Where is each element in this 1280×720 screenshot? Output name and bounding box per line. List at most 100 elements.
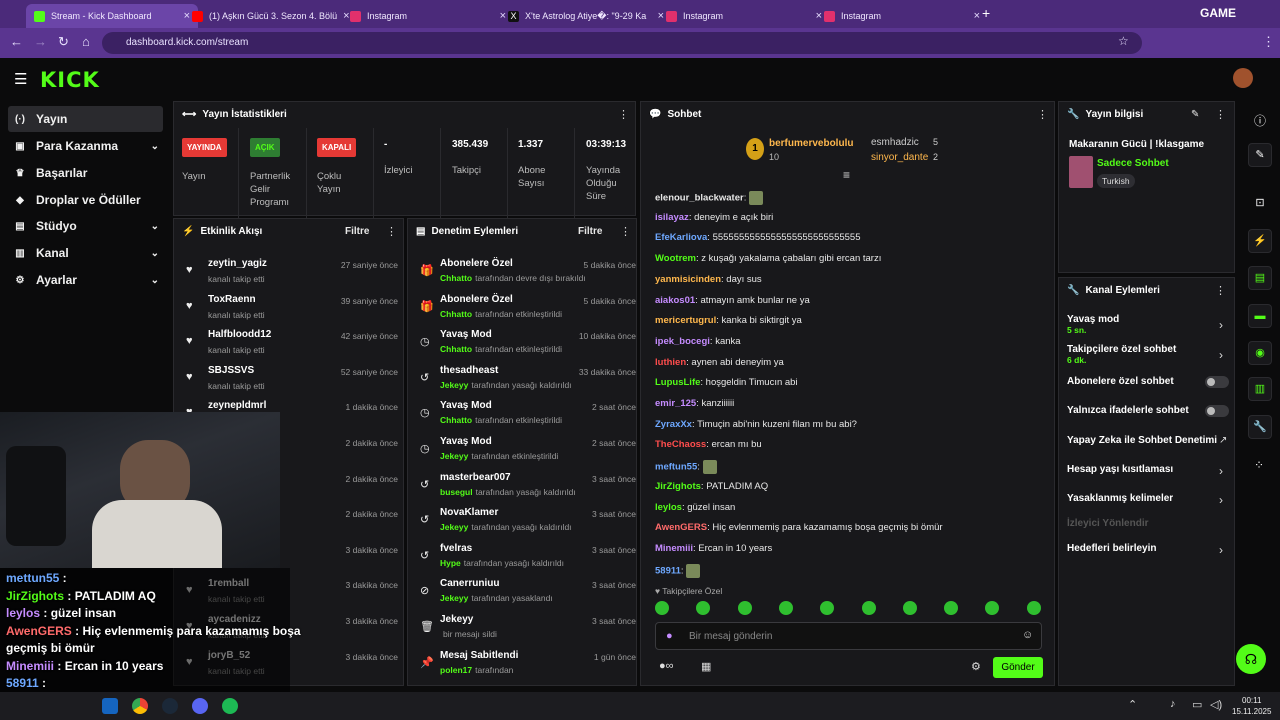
chat-username[interactable]: isilayaz [655, 211, 689, 223]
moderator-name[interactable]: Hype [440, 557, 461, 568]
chat-input[interactable]: ● Bir mesaj gönderin ☺ [655, 622, 1042, 650]
chat-username[interactable]: ipek_bocegi [655, 335, 710, 347]
nav-basarilar[interactable]: ♛ Başarılar [8, 160, 163, 186]
moderation-row[interactable]: ↺ masterbear007 busegul tarafından yasağı k… [416, 468, 636, 502]
tab-instagram-3[interactable]: Instagram × [816, 4, 988, 28]
channel-action-item[interactable]: Yasaklanmış kelimeler [1067, 493, 1227, 504]
chat-username[interactable]: LupusLife [655, 377, 701, 389]
moderator-name[interactable]: Jekeyy [440, 451, 469, 461]
close-tab-icon[interactable]: × [815, 10, 822, 22]
emote-icon[interactable] [696, 601, 711, 615]
url-field[interactable]: dashboard.kick.com/stream [102, 32, 1142, 54]
channel-action-item[interactable]: Hedefleri belirleyin [1067, 543, 1227, 554]
microphone-icon[interactable]: ● [666, 630, 673, 642]
chat-username[interactable]: 58911 [655, 565, 681, 577]
chat-username[interactable]: elenour_blackwater [655, 192, 744, 204]
moderator-name[interactable]: Jekeyy [440, 522, 469, 533]
activity-row[interactable]: ♥ SBJSSVS kanalı takip etti 52 saniye önce [182, 361, 400, 395]
store-icon[interactable]: ▦ [701, 661, 712, 673]
add-widget-icon[interactable]: ⁘ [1254, 458, 1265, 472]
moderator-name[interactable]: polen17 [440, 664, 473, 675]
channel-action-item[interactable]: Yalnızca ifadelerle sohbet [1067, 405, 1227, 416]
mic-tray-icon[interactable]: ♪ [1170, 698, 1176, 710]
chrome-icon[interactable] [132, 698, 148, 714]
emote-icon[interactable] [778, 601, 793, 615]
more-options-icon[interactable]: ⋮ [1215, 285, 1226, 297]
moderation-filter-button[interactable]: Filtre [578, 226, 603, 237]
nav-ayarlar[interactable]: ⚙ Ayarlar ⌄ [8, 267, 163, 293]
activity-row[interactable]: ♥ zeytin_yagiz kanalı takip etti 27 saniye … [182, 254, 400, 288]
user-avatar[interactable] [1233, 68, 1253, 88]
forward-icon[interactable]: → [34, 34, 47, 49]
nav-yayin[interactable]: (·) Yayın [8, 106, 163, 132]
moderation-row[interactable]: ↺ fvelras Hype tarafından yasağı kaldırıldı… [416, 539, 636, 573]
more-options-icon[interactable]: ⋮ [620, 226, 631, 238]
quick-action-live-icon[interactable]: ◉ [1248, 341, 1272, 365]
channel-action-item[interactable]: Abonelere özel sohbet [1067, 376, 1227, 387]
moderation-row[interactable]: 🎁 Abonelere Özel Chhatto tarafından devre d… [416, 254, 636, 288]
emoji-icon[interactable]: ☺ [1022, 629, 1034, 641]
chat-username[interactable]: meftun55 [655, 461, 698, 473]
channel-action-item[interactable]: İzleyici Yönlendir [1067, 518, 1227, 529]
collapse-leaderboard-icon[interactable]: ≡ [843, 168, 851, 182]
reload-icon[interactable]: ↻ [58, 34, 69, 49]
hamburger-menu-icon[interactable]: ☰ [14, 71, 28, 88]
discord-icon[interactable] [192, 698, 208, 714]
activity-username[interactable]: zeynepldmrl [208, 400, 267, 412]
clock[interactable]: 00:11 15.11.2025 [1232, 696, 1272, 716]
tray-chevron-icon[interactable]: ⌃ [1128, 699, 1138, 711]
more-options-icon[interactable]: ⋮ [1037, 109, 1048, 121]
activity-filter-button[interactable]: Filtre [345, 226, 370, 237]
tab-instagram-2[interactable]: Instagram × [658, 4, 830, 28]
emote-icon[interactable] [944, 601, 959, 615]
chat-username[interactable]: EfeKarliova [655, 232, 708, 244]
gifter-2-name[interactable]: esmhadzic [871, 137, 919, 148]
activity-username[interactable]: zeytin_yagiz [208, 258, 267, 269]
chat-username[interactable]: yanmisicinden [655, 273, 721, 285]
close-tab-icon[interactable]: × [973, 10, 980, 22]
chat-settings-icon[interactable]: ⚙ [971, 661, 981, 673]
quick-action-doc-icon[interactable]: ▤ [1248, 266, 1272, 290]
channel-action-item[interactable]: Yapay Zeka ile Sohbet Denetimi [1067, 435, 1227, 446]
moderator-name[interactable]: Chhatto [440, 344, 473, 355]
home-icon[interactable]: ⌂ [82, 34, 90, 49]
moderator-name[interactable]: Jekeyy [440, 593, 469, 604]
close-tab-icon[interactable]: × [343, 10, 350, 22]
nav-studyo[interactable]: ▤ Stüdyo ⌄ [8, 213, 163, 239]
moderation-row[interactable]: 📌 Mesaj Sabitlendi polen17 tarafından 1 gün … [416, 646, 636, 680]
volume-icon[interactable]: ◁) [1210, 699, 1223, 711]
more-options-icon[interactable]: ⋮ [1215, 109, 1226, 121]
more-options-icon[interactable]: ⋮ [618, 109, 629, 121]
kick-logo[interactable]: KICK [40, 68, 100, 92]
edit-side-icon[interactable]: ✎ [1248, 143, 1272, 167]
moderation-row[interactable]: 🗑 Jekeyy bir mesajı sildi 3 saat önce [416, 610, 636, 644]
tab-kick-dashboard[interactable]: Stream - Kick Dashboard × [26, 4, 198, 28]
moderator-name[interactable]: Chhatto [440, 308, 473, 319]
tab-youtube[interactable]: (1) Aşkın Gücü 3. Sezon 4. Bölü × [184, 4, 356, 28]
send-button[interactable]: Gönder [993, 657, 1043, 678]
network-icon[interactable]: ▭ [1192, 699, 1203, 711]
support-headset-icon[interactable]: ☊ [1236, 644, 1266, 674]
quick-action-layout-icon[interactable]: ▥ [1248, 377, 1272, 401]
moderation-row[interactable]: ◷ Yavaş Mod Chhatto tarafından etkinleştiri… [416, 396, 636, 430]
steam-icon[interactable] [162, 698, 178, 714]
emote-icon[interactable] [861, 601, 876, 615]
chat-username[interactable]: aiakos01 [655, 294, 696, 306]
activity-row[interactable]: ♥ ToxRaenn kanalı takip etti 39 saniye önce [182, 290, 400, 324]
emote-icon[interactable] [902, 601, 917, 615]
channel-action-item[interactable]: Takipçilere özel sohbet 6 dk. [1067, 344, 1227, 365]
tab-instagram-1[interactable]: Instagram × [342, 4, 514, 28]
channel-action-item[interactable]: Yavaş mod 5 sn. [1067, 314, 1227, 335]
moderation-row[interactable]: ⊘ Canerruniuu Jekeyy tarafından yasaklandı 3… [416, 574, 636, 608]
moderator-name[interactable]: busegul [440, 486, 473, 497]
moderator-name[interactable]: Chhatto [440, 273, 473, 283]
top-gifter-name[interactable]: berfumervebolulu [769, 138, 854, 149]
nav-droplar[interactable]: ◆ Droplar ve Ödüller [8, 187, 163, 213]
moderation-row[interactable]: ↺ thesadheast Jekeyy tarafından yasağı kald… [416, 361, 636, 395]
bookmark-star-icon[interactable]: ☆ [1118, 34, 1129, 48]
quick-action-wrench-icon[interactable]: 🔧 [1248, 415, 1272, 439]
quick-action-bolt-icon[interactable]: ⚡ [1248, 229, 1272, 253]
chat-username[interactable]: mericertugrul [655, 315, 717, 327]
toggle-switch[interactable] [1205, 405, 1229, 417]
chat-username[interactable]: AwenGERS [655, 522, 708, 534]
